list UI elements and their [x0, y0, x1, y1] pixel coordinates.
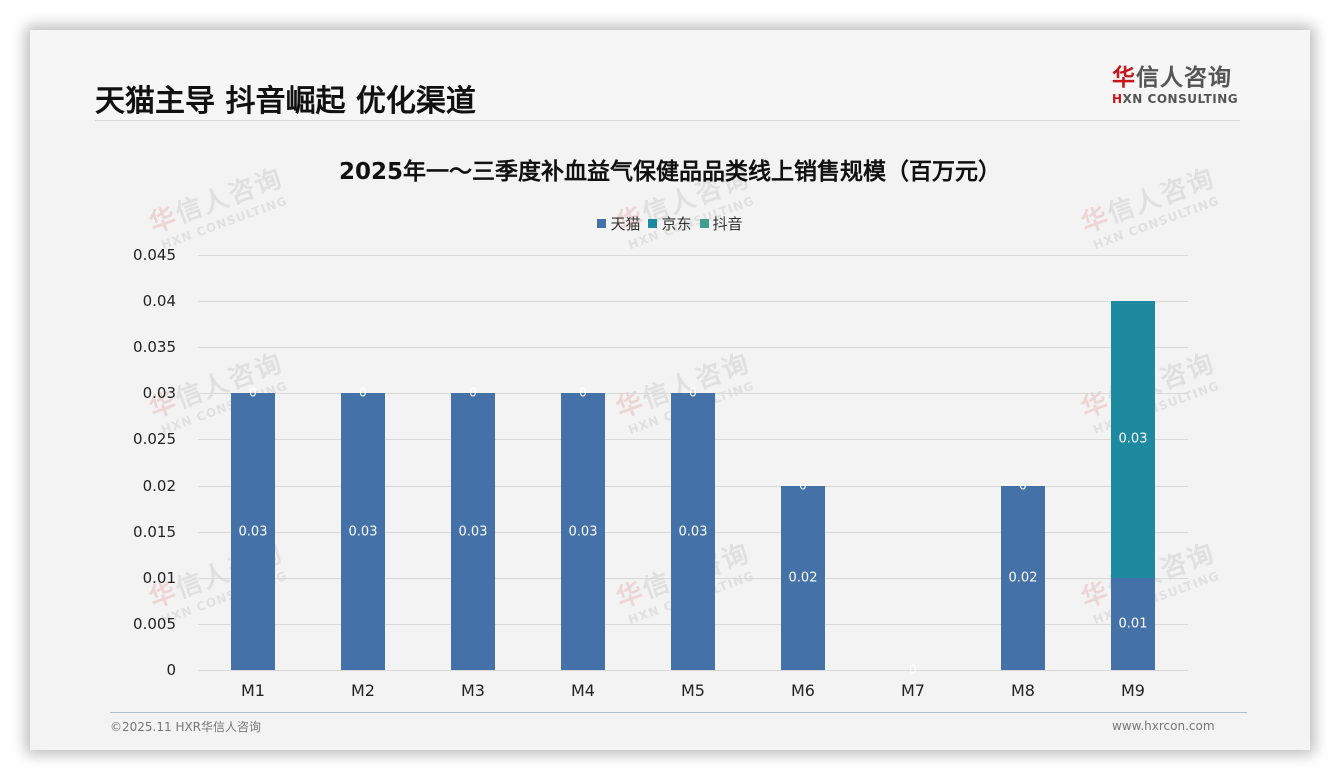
data-label: 0.03	[238, 524, 268, 540]
zero-data-label: 0	[359, 385, 367, 400]
data-label: 0.03	[678, 524, 708, 540]
zero-data-label: 0	[249, 385, 257, 400]
data-label: 0.01	[1118, 616, 1148, 632]
bar-stack-m5: 0.03 0	[671, 255, 715, 670]
zero-data-label: 0	[909, 662, 917, 677]
x-axis-label: M2	[351, 681, 375, 700]
x-axis-label: M5	[681, 681, 705, 700]
chart-legend: 天猫 京东 抖音	[30, 213, 1310, 234]
bar-stack-m7: 0	[891, 255, 935, 676]
x-axis-label: M3	[461, 681, 485, 700]
y-axis-tick: 0	[166, 661, 176, 679]
data-label: 0.03	[568, 524, 598, 540]
y-axis-tick: 0.005	[133, 614, 176, 633]
data-label: 0.03	[1118, 431, 1148, 447]
bar-segment-tmall	[451, 393, 495, 670]
plot-area: 0 0.005 0.01 0.015 0.02 0.025 0.03 0.035 0.04 0.0…	[133, 246, 1188, 700]
y-axis-tick: 0.035	[133, 338, 176, 357]
data-label: 0.02	[788, 570, 818, 586]
chart-title: 2025年一～三季度补血益气保健品品类线上销售规模（百万元）	[338, 159, 1001, 185]
legend-label: 京东	[661, 215, 692, 233]
footer-website: www.hxrcon.com	[1112, 719, 1215, 733]
zero-data-label: 0	[799, 477, 807, 492]
gridline	[198, 670, 1188, 671]
legend-item-douyin: 抖音	[699, 213, 743, 234]
zero-data-label: 0	[1019, 477, 1027, 492]
bar-stack-m2: 0.03 0	[341, 255, 385, 670]
footer-copyright: ©2025.11 HXR华信人咨询	[110, 720, 262, 734]
x-axis-label: M7	[901, 681, 925, 700]
footer-divider	[110, 712, 1247, 713]
bar-segment-tmall	[781, 485, 825, 670]
page-title: 天猫主导 抖音崛起 优化渠道	[95, 84, 476, 119]
bar-segment-jd	[1111, 301, 1155, 578]
data-label: 0.02	[1008, 570, 1038, 586]
y-axis-tick: 0.015	[133, 522, 176, 541]
zero-data-label: 0	[579, 385, 587, 400]
bar-stack-m9: 0.01 0.03	[1111, 255, 1155, 670]
data-label: 0.03	[458, 524, 488, 540]
legend-swatch-icon	[699, 219, 709, 228]
bar-stack-m6: 0.02 0	[781, 255, 825, 670]
bar-segment-tmall	[231, 393, 275, 670]
bar-segment-tmall	[561, 393, 605, 670]
gridline	[198, 255, 1188, 256]
legend-item-tmall: 天猫	[597, 213, 640, 234]
bar-segment-tmall	[1111, 577, 1155, 670]
logo-chinese: 华信人咨询	[1112, 65, 1232, 91]
slide: 天猫主导 抖音崛起 优化渠道 华信人咨询 HXN CONSULTING 华信人咨…	[30, 30, 1310, 750]
zero-data-label: 0	[469, 385, 477, 400]
x-axis-label: M9	[1121, 681, 1145, 700]
gridline	[198, 347, 1188, 349]
data-label: 0.03	[348, 524, 378, 540]
bar-segment-tmall	[671, 393, 715, 670]
bar-stack-m8: 0.02 0	[1001, 255, 1045, 670]
gridline	[198, 301, 1188, 303]
legend-label: 天猫	[610, 215, 641, 233]
y-axis-tick: 0.02	[142, 476, 176, 495]
y-axis-tick: 0.01	[142, 568, 176, 587]
bar-stack-m4: 0.03 0	[561, 255, 605, 670]
bar-stack-m1: 0.03 0	[231, 255, 275, 670]
y-axis-tick: 0.04	[142, 292, 176, 311]
bar-segment-tmall	[341, 393, 385, 670]
bar-segment-tmall	[1001, 485, 1045, 670]
y-axis-tick: 0.045	[133, 246, 176, 264]
legend-label: 抖音	[712, 215, 743, 233]
legend-swatch-icon	[597, 219, 607, 228]
zero-data-label: 0	[689, 385, 697, 400]
x-axis-label: M1	[241, 681, 265, 700]
y-axis-tick: 0.025	[133, 430, 176, 449]
logo-english: HXN CONSULTING	[1112, 92, 1239, 106]
company-logo: 华信人咨询 HXN CONSULTING	[1112, 64, 1242, 106]
header-band	[30, 30, 1310, 120]
bar-stack-m3: 0.03 0	[451, 255, 495, 670]
x-axis-label: M4	[571, 681, 595, 700]
legend-swatch-icon	[648, 219, 658, 228]
y-axis-tick: 0.03	[142, 384, 176, 403]
legend-item-jd: 京东	[648, 213, 692, 234]
header-divider	[95, 120, 1240, 121]
x-axis-label: M6	[791, 681, 815, 700]
x-axis-label: M8	[1011, 681, 1035, 700]
